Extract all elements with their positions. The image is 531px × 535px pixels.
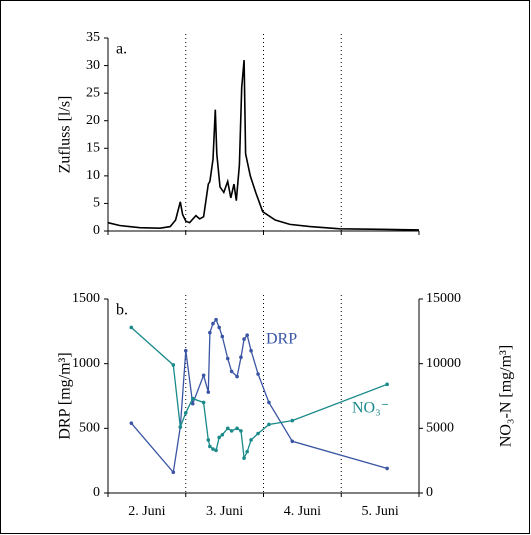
data-point (211, 321, 215, 326)
data-point (206, 438, 211, 442)
series-label: NO₃⁻ (352, 400, 389, 417)
series-line (107, 60, 420, 231)
data-point (129, 325, 134, 330)
data-point (220, 334, 225, 339)
data-point (171, 363, 176, 367)
y-tick-label: 5 (93, 196, 100, 211)
data-point (249, 438, 253, 442)
y2-tick-label: 10000 (426, 356, 461, 371)
data-point (201, 400, 206, 405)
series-label: DRP (266, 331, 297, 348)
data-point (385, 466, 389, 471)
y-tick-label: 0 (93, 223, 100, 238)
data-point (178, 425, 183, 429)
y-tick-label: 1500 (72, 291, 100, 306)
data-point (190, 396, 195, 401)
data-point (256, 372, 260, 376)
data-point (239, 429, 243, 433)
data-point (214, 317, 218, 322)
y2-axis-label: NO₃-N [mg/m³] (498, 345, 515, 447)
y-tick-label: 15 (86, 141, 100, 156)
data-point (256, 431, 260, 436)
x-tick-label: 5. Juni (361, 504, 398, 519)
data-point (208, 330, 212, 335)
data-point (239, 355, 243, 360)
data-point (190, 401, 195, 406)
y2-tick-label: 0 (426, 485, 433, 500)
data-point (208, 444, 212, 449)
x-tick-label: 2. Juni (128, 504, 165, 519)
y-tick-label: 0 (93, 485, 100, 500)
data-point (245, 333, 249, 338)
y-tick-label: 10 (86, 168, 100, 183)
data-point (214, 448, 218, 453)
data-point (235, 426, 239, 431)
panel-label: a. (116, 41, 127, 58)
data-point (220, 433, 225, 437)
series-line (130, 318, 388, 474)
y-tick-label: 30 (86, 58, 100, 73)
data-point (267, 422, 271, 427)
y-tick-label: 25 (86, 85, 100, 100)
y-tick-label: 500 (79, 421, 100, 436)
data-point (245, 449, 249, 454)
data-point (249, 348, 253, 353)
data-point (242, 456, 246, 460)
y-tick-label: 20 (86, 113, 100, 128)
data-point (290, 418, 295, 423)
data-point (267, 400, 271, 405)
data-point (211, 447, 215, 451)
y-tick-label: 1000 (72, 356, 100, 371)
data-point (225, 356, 230, 361)
y2-tick-label: 5000 (426, 421, 454, 436)
panel-label: b. (116, 302, 128, 319)
data-point (290, 439, 295, 444)
data-point (229, 369, 234, 374)
data-point (385, 382, 389, 387)
x-tick-label: 3. Juni (206, 504, 243, 519)
data-point (242, 337, 246, 341)
data-point (217, 325, 221, 330)
data-point (183, 411, 188, 415)
series-line (130, 327, 388, 461)
data-point (171, 470, 176, 475)
y2-tick-label: 15000 (426, 291, 461, 306)
data-point (217, 435, 221, 440)
data-point (206, 390, 211, 394)
data-point (229, 429, 234, 433)
y-tick-label: 35 (86, 30, 100, 45)
data-point (235, 374, 239, 379)
y-axis-label: Zufluss [l/s] (57, 96, 74, 174)
y-axis-label: DRP [mg/m³] (57, 352, 74, 439)
data-point (129, 421, 134, 425)
x-tick-label: 4. Juni (284, 504, 321, 519)
data-point (183, 348, 188, 353)
data-point (225, 426, 230, 431)
data-point (201, 373, 206, 378)
